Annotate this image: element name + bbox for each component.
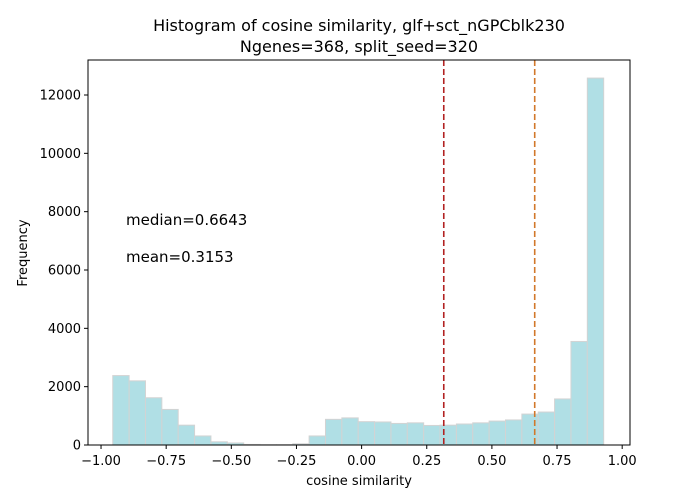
mean-annotation: mean=0.3153 bbox=[126, 248, 234, 266]
histogram-bar bbox=[570, 340, 588, 446]
y-tick-label: 12000 bbox=[40, 89, 81, 104]
histogram-bar bbox=[390, 422, 408, 446]
histogram-bar bbox=[521, 413, 539, 446]
y-tick-label: 0 bbox=[73, 439, 81, 454]
x-tick-label: 0.75 bbox=[543, 454, 572, 469]
histogram-bar bbox=[488, 420, 506, 446]
histogram-bar bbox=[308, 435, 326, 446]
histogram-bar bbox=[455, 423, 474, 446]
histogram-bar bbox=[161, 408, 179, 446]
histogram-bar bbox=[144, 397, 163, 446]
y-tick-label: 6000 bbox=[48, 264, 81, 279]
reference-lines bbox=[442, 60, 536, 445]
x-tick-label: 0.50 bbox=[477, 454, 506, 469]
histogram-bar bbox=[439, 424, 457, 446]
histogram-bar bbox=[194, 435, 212, 446]
histogram-bar bbox=[324, 418, 343, 446]
histogram-bar bbox=[472, 422, 490, 446]
histogram-bar bbox=[537, 411, 556, 446]
y-tick-label: 10000 bbox=[40, 147, 81, 162]
y-axis-ticks: 0 2000 4000 6000 8000 10000 12000 bbox=[40, 89, 88, 454]
y-axis-label: Frequency bbox=[16, 219, 31, 286]
x-tick-label: 0.00 bbox=[347, 454, 376, 469]
chart-subtitle: Ngenes=368, split_seed=320 bbox=[240, 37, 478, 57]
x-tick-label: −0.50 bbox=[211, 454, 251, 469]
histogram-bar bbox=[554, 398, 572, 446]
x-tick-label: −0.75 bbox=[146, 454, 186, 469]
histogram-bar bbox=[406, 422, 425, 446]
plot-frame bbox=[87, 59, 631, 446]
histogram-bar bbox=[357, 421, 376, 446]
chart-title: Histogram of cosine similarity, glf+sct_… bbox=[153, 16, 565, 36]
histogram-bar bbox=[341, 417, 359, 446]
y-tick-label: 4000 bbox=[48, 322, 81, 337]
x-tick-label: −0.25 bbox=[277, 454, 317, 469]
x-axis-label: cosine similarity bbox=[306, 474, 412, 489]
y-tick-label: 8000 bbox=[48, 205, 81, 220]
histogram-bar bbox=[504, 419, 523, 446]
y-tick-label: 2000 bbox=[48, 380, 81, 395]
median-annotation: median=0.6643 bbox=[126, 211, 247, 229]
x-axis-ticks: −1.00 −0.75 −0.50 −0.25 0.00 0.25 0.50 0.75 1.00 bbox=[81, 445, 637, 469]
histogram-bar bbox=[112, 375, 130, 446]
histogram-bar bbox=[374, 421, 392, 446]
x-tick-label: −1.00 bbox=[81, 454, 121, 469]
histogram-bar bbox=[128, 380, 146, 446]
histogram-bar bbox=[177, 424, 196, 446]
x-tick-label: 1.00 bbox=[608, 454, 637, 469]
histogram-bar bbox=[423, 424, 441, 446]
histogram-bar bbox=[586, 77, 605, 446]
x-tick-label: 0.25 bbox=[412, 454, 441, 469]
